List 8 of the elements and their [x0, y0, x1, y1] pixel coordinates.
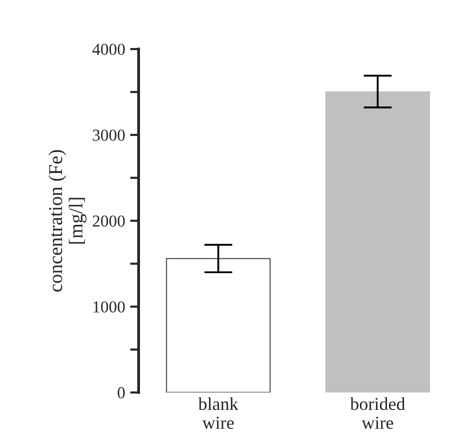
y-tick-label: 3000	[92, 130, 125, 141]
y-tick-label: 4000	[92, 44, 125, 56]
y-axis-title: concentration (Fe) [mg/l]	[48, 150, 87, 292]
y-tick-label: 1000	[94, 301, 125, 313]
y-tick-label: 0	[118, 387, 125, 398]
y-tick-label: 2000	[92, 215, 125, 227]
x-tick-label: blank wire	[198, 397, 238, 429]
x-tick-label: borided wire	[350, 397, 406, 429]
